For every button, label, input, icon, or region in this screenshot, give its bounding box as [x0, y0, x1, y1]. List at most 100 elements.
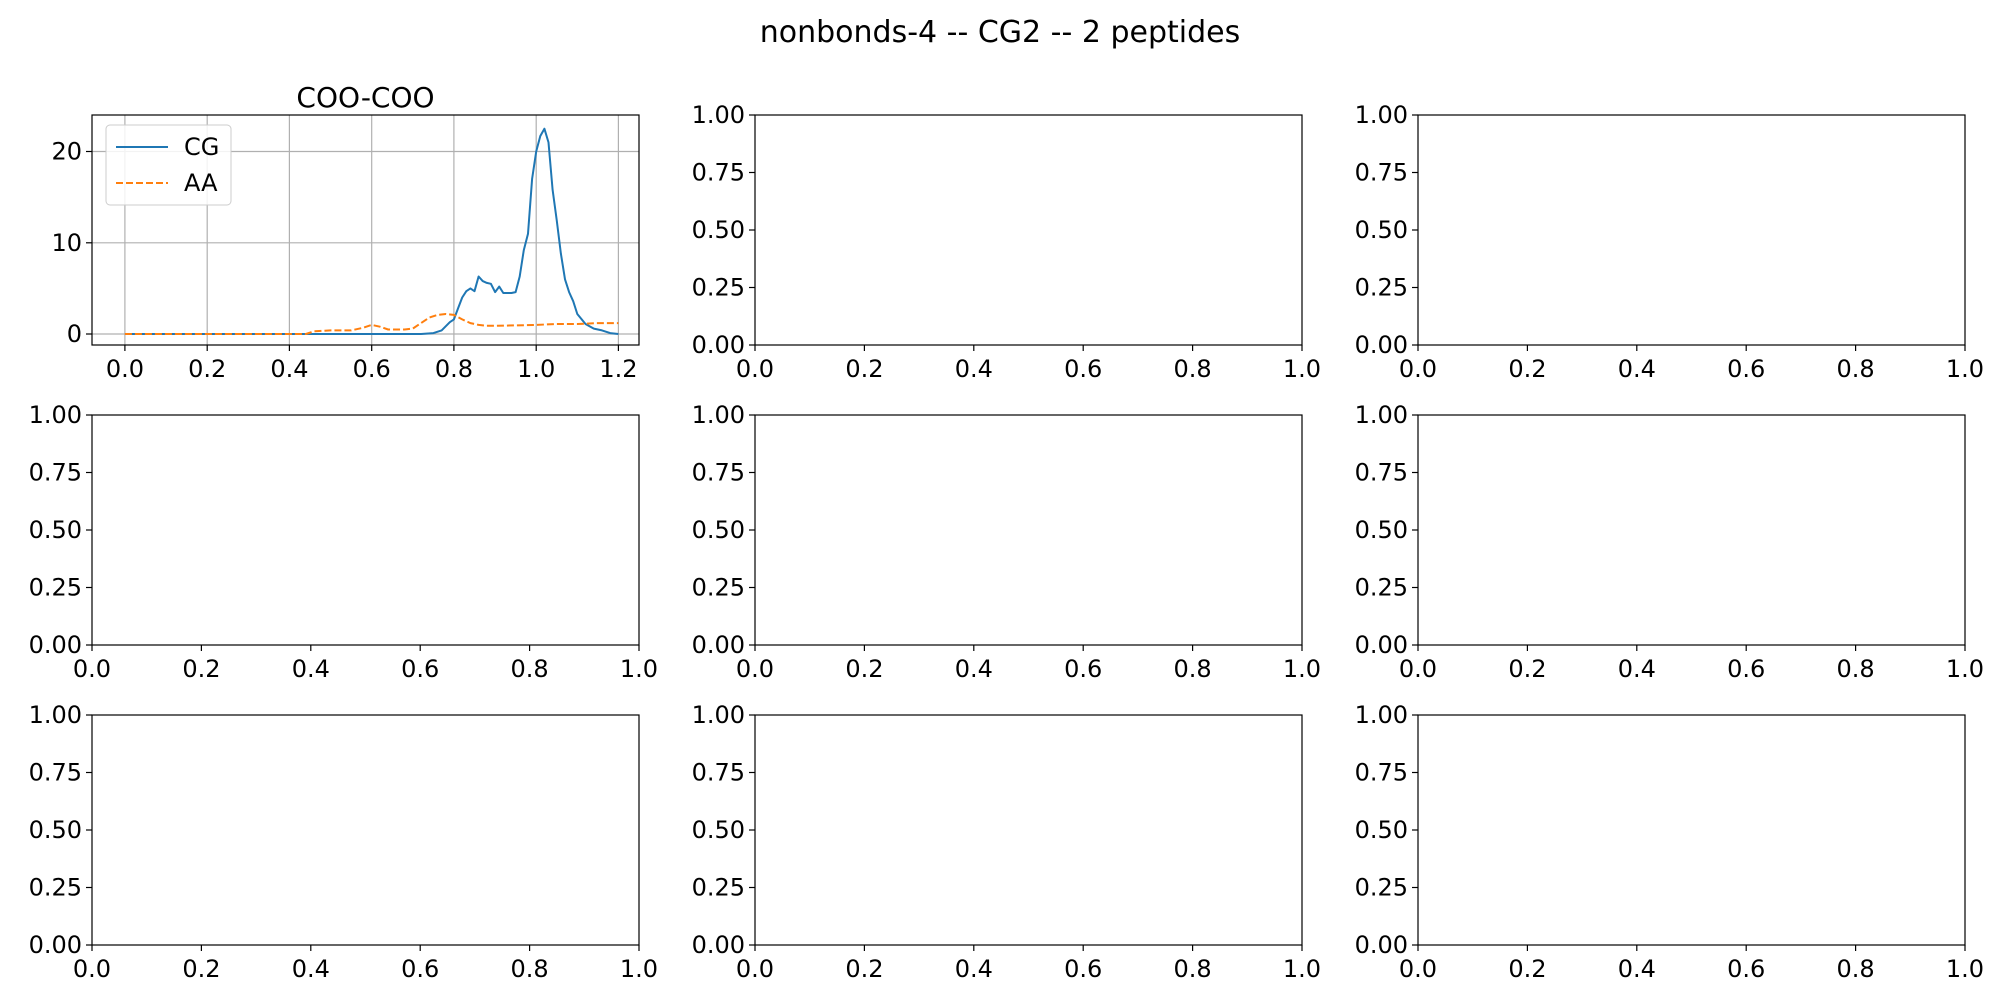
legend-label-aa: AA — [184, 169, 218, 197]
y-tick-label: 0.00 — [29, 631, 82, 659]
y-tick-label: 1.00 — [1355, 401, 1408, 429]
y-tick-label: 0.75 — [1355, 759, 1408, 787]
y-tick-label: 20 — [51, 138, 82, 166]
x-tick-label: 1.0 — [1283, 655, 1321, 683]
x-tick-label: 0.2 — [188, 355, 226, 383]
y-tick-label: 0.25 — [29, 574, 82, 602]
x-tick-label: 0.8 — [435, 355, 473, 383]
x-tick-label: 1.2 — [599, 355, 637, 383]
x-tick-label: 0.0 — [73, 655, 111, 683]
axes-frame-1 — [91, 114, 640, 346]
y-tick-label: 1.00 — [29, 701, 82, 729]
x-tick-label: 1.0 — [1946, 655, 1984, 683]
x-tick-label: 0.2 — [182, 955, 220, 983]
x-tick-label: 0.0 — [73, 955, 111, 983]
x-tick-label: 1.0 — [620, 955, 658, 983]
x-tick-label: 0.6 — [401, 955, 439, 983]
x-tick-label: 0.2 — [182, 655, 220, 683]
x-tick-label: 0.6 — [401, 655, 439, 683]
x-tick-label: 0.6 — [353, 355, 391, 383]
subplot-title: COO-COO — [296, 81, 434, 114]
x-tick-label: 0.6 — [1727, 955, 1765, 983]
x-tick-label: 0.4 — [1618, 955, 1656, 983]
y-tick-label: 10 — [51, 229, 82, 257]
x-tick-label: 0.2 — [1508, 955, 1546, 983]
x-tick-label: 0.2 — [845, 955, 883, 983]
x-tick-label: 0.4 — [955, 955, 993, 983]
subplot-7: 0.0 0.2 0.4 0.6 0.8 1.0 0.00 0.25 0.50 0.75 1.00 — [29, 701, 659, 983]
y-tick-label: 0.00 — [1355, 631, 1408, 659]
y-tick-label: 0.75 — [1355, 159, 1408, 187]
x-tick-label: 0.0 — [106, 355, 144, 383]
y-tick-label: 0.25 — [1355, 874, 1408, 902]
x-tick-label: 1.0 — [1283, 955, 1321, 983]
y-tick-label: 0.75 — [29, 459, 82, 487]
x-tick-label: 0.8 — [511, 655, 549, 683]
y-tick-label: 0.75 — [29, 759, 82, 787]
subplot-4: 0.0 0.2 0.4 0.6 0.8 1.0 0.00 0.25 0.50 0.75 1.00 — [29, 401, 659, 683]
series-line-cg — [124, 127, 619, 335]
x-tick-label: 0.0 — [1399, 955, 1437, 983]
x-tick-label: 0.8 — [511, 955, 549, 983]
x-tick-label: 0.6 — [1064, 655, 1102, 683]
plot-area-8 — [755, 715, 1302, 945]
x-tick-label: 0.6 — [1064, 955, 1102, 983]
y-tick-label: 0.00 — [1355, 931, 1408, 959]
y-tick-label: 1.00 — [29, 401, 82, 429]
x-tick-label: 0.0 — [736, 655, 774, 683]
y-tick-label: 0.50 — [29, 816, 82, 844]
x-tick-label: 1.0 — [1946, 355, 1984, 383]
legend: CG AA — [105, 124, 232, 206]
plot-area-6 — [1418, 415, 1965, 645]
subplot-grid: 0.0 0.2 0.4 0.6 0.8 1.0 1.201020COO-COOCGAA0.0… — [29, 81, 1985, 983]
subplot-5: 0.0 0.2 0.4 0.6 0.8 1.0 0.00 0.25 0.50 0.75 1.00 — [692, 401, 1322, 683]
y-tick-label: 1.00 — [1355, 101, 1408, 129]
y-tick-label: 0.75 — [692, 459, 745, 487]
figure-title: nonbonds-4 -- CG2 -- 2 peptides — [760, 15, 1241, 50]
y-tick-label: 0.00 — [29, 931, 82, 959]
x-tick-label: 0.0 — [736, 355, 774, 383]
x-tick-label: 0.8 — [1174, 355, 1212, 383]
y-tick-label: 0.75 — [1355, 459, 1408, 487]
y-tick-label: 0.00 — [692, 931, 745, 959]
y-tick-label: 0.25 — [692, 874, 745, 902]
legend-label-cg: CG — [184, 133, 219, 161]
y-tick-label: 0.75 — [692, 759, 745, 787]
x-tick-label: 0.4 — [955, 655, 993, 683]
x-tick-label: 1.0 — [1283, 355, 1321, 383]
y-tick-label: 0.00 — [1355, 331, 1408, 359]
plot-area-2 — [755, 115, 1302, 345]
y-tick-label: 1.00 — [692, 701, 745, 729]
y-tick-label: 0.00 — [692, 631, 745, 659]
legend-box — [105, 124, 232, 206]
y-tick-label: 0.00 — [692, 331, 745, 359]
y-tick-label: 0.25 — [29, 874, 82, 902]
x-tick-label: 0.0 — [736, 955, 774, 983]
subplot-2: 0.0 0.2 0.4 0.6 0.8 1.0 0.00 0.25 0.50 0.75 1.00 — [692, 101, 1322, 383]
y-tick-label: 0.50 — [692, 816, 745, 844]
x-tick-label: 0.6 — [1727, 655, 1765, 683]
x-tick-label: 1.0 — [620, 655, 658, 683]
subplot-3: 0.0 0.2 0.4 0.6 0.8 1.0 0.00 0.25 0.50 0.75 1.00 — [1355, 101, 1985, 383]
subplot-6: 0.0 0.2 0.4 0.6 0.8 1.0 0.00 0.25 0.50 0.75 1.00 — [1355, 401, 1985, 683]
plot-area-9 — [1418, 715, 1965, 945]
x-tick-label: 1.0 — [1946, 955, 1984, 983]
x-tick-label: 0.2 — [845, 355, 883, 383]
x-tick-label: 0.0 — [1399, 655, 1437, 683]
plot-area-4 — [92, 415, 639, 645]
y-tick-label: 0.50 — [1355, 216, 1408, 244]
y-tick-label: 0.25 — [692, 574, 745, 602]
subplot-9: 0.0 0.2 0.4 0.6 0.8 1.0 0.00 0.25 0.50 0.75 1.00 — [1355, 701, 1985, 983]
x-tick-label: 0.4 — [1618, 655, 1656, 683]
y-tick-label: 1.00 — [692, 401, 745, 429]
x-tick-label: 0.6 — [1727, 355, 1765, 383]
series-line-aa — [124, 313, 619, 335]
y-tick-label: 0.50 — [29, 516, 82, 544]
y-tick-label: 0.50 — [1355, 816, 1408, 844]
y-tick-label: 1.00 — [692, 101, 745, 129]
subplot-8: 0.0 0.2 0.4 0.6 0.8 1.0 0.00 0.25 0.50 0.75 1.00 — [692, 701, 1322, 983]
x-tick-label: 0.4 — [292, 655, 330, 683]
y-tick-label: 0.25 — [1355, 574, 1408, 602]
plot-area-3 — [1418, 115, 1965, 345]
